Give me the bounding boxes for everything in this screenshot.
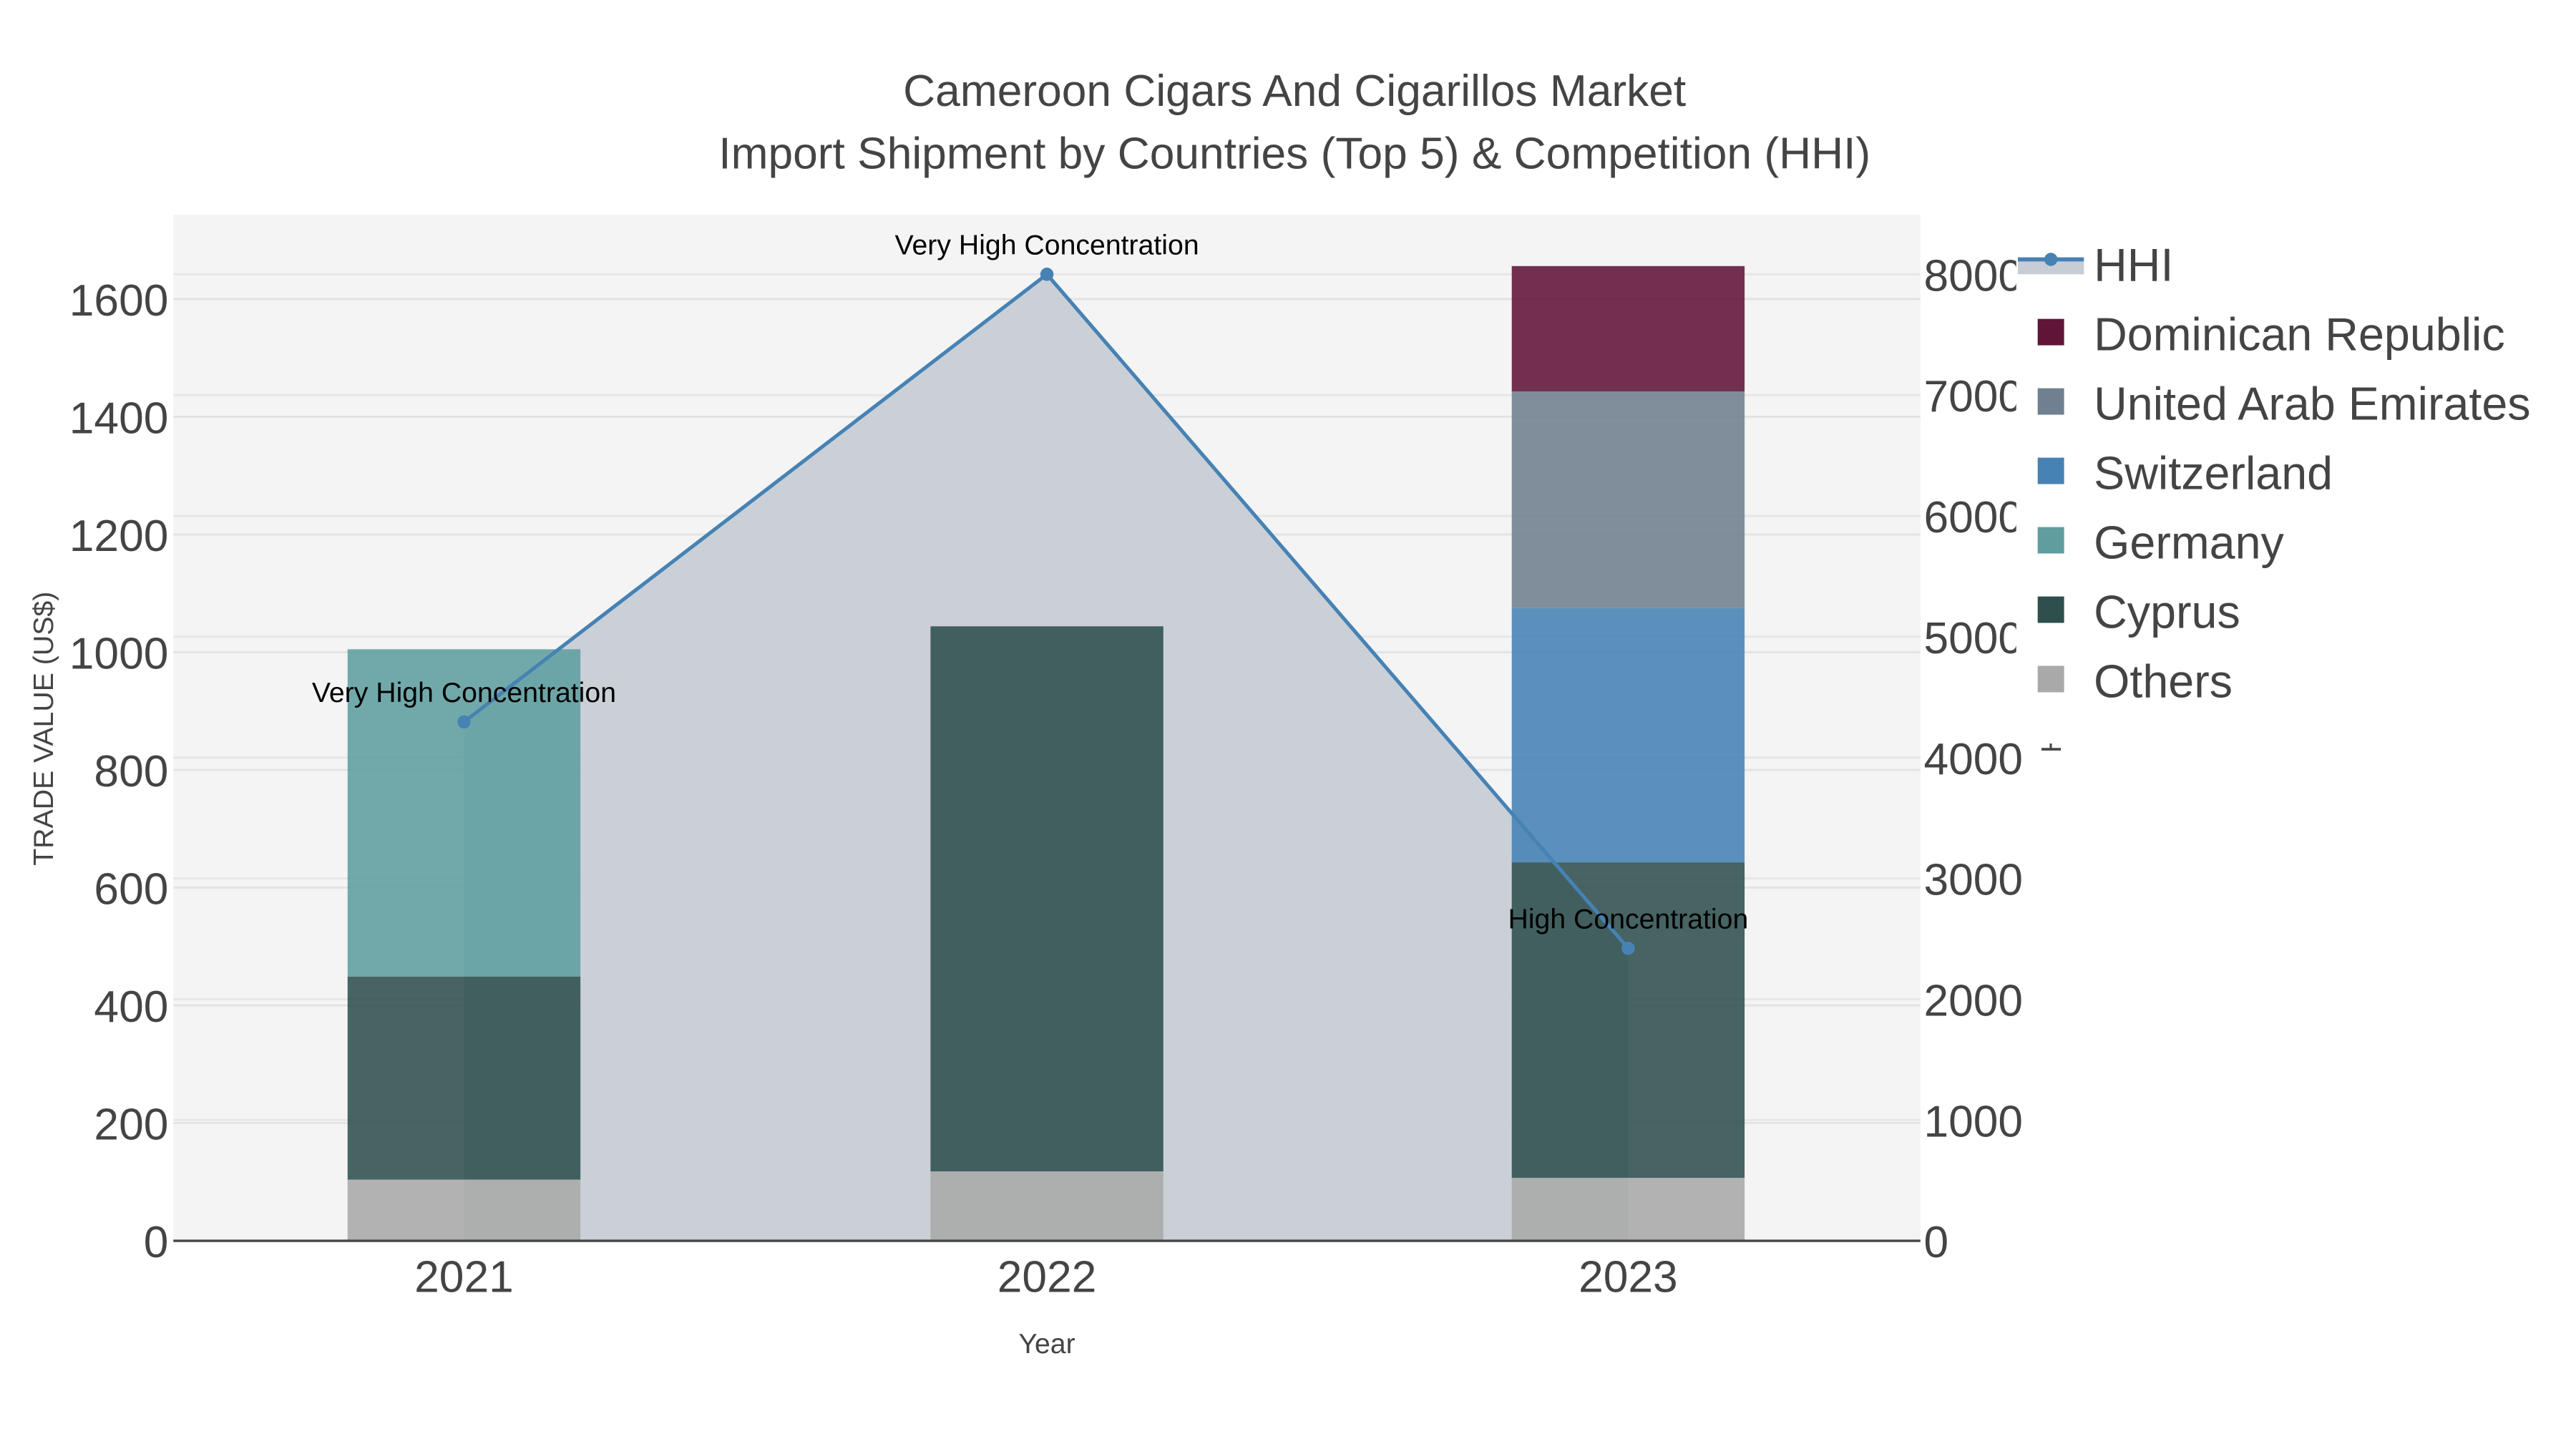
hhi-point[interactable] (1040, 268, 1054, 281)
bar-segment[interactable] (347, 1179, 581, 1241)
legend-swatch-icon (2037, 318, 2064, 346)
legend-label: Cyprus (2094, 585, 2240, 638)
legend-label: Germany (2094, 516, 2284, 568)
y2-tick-label: 6000 (1923, 493, 2023, 542)
y-tick-label: 600 (94, 865, 168, 914)
legend: HHI Dominican Republic United Arab Emirate… (2017, 239, 2531, 707)
hhi-annotation: High Concentration (1508, 904, 1748, 935)
legend-bg (2016, 215, 2576, 744)
legend-label: Switzerland (2094, 447, 2333, 499)
legend-swatch-icon (2037, 527, 2064, 554)
y-tick-label: 1200 (69, 512, 169, 561)
y-tick-label: 0 (144, 1218, 169, 1267)
x-tick-label: 2021 (414, 1253, 514, 1302)
hhi-annotation: Very High Concentration (894, 230, 1199, 261)
hhi-legend-marker-icon (2044, 253, 2058, 266)
bar-segment[interactable] (347, 649, 581, 977)
bars (347, 265, 1745, 1241)
legend-swatch-icon (2037, 457, 2064, 484)
chart-title: Cameroon Cigars And Cigarillos Market (903, 67, 1686, 116)
y2-tick-label: 8000 (1923, 251, 2023, 301)
bar-segment[interactable] (1511, 608, 1745, 863)
legend-label: Dominican Republic (2094, 308, 2505, 360)
y2-tick-label: 1000 (1923, 1097, 2023, 1146)
bar-segment[interactable] (930, 626, 1163, 1172)
bar-segment[interactable] (1511, 862, 1745, 1179)
y-tick-label: 800 (94, 747, 168, 796)
x-axis-title: Year (1018, 1328, 1075, 1360)
hhi-legend-fill (2018, 260, 2084, 275)
y2-tick-label: 3000 (1923, 856, 2023, 905)
legend-swatch-icon (2037, 665, 2064, 693)
hhi-points (457, 268, 1635, 955)
bar-segment[interactable] (930, 1171, 1163, 1241)
legend-swatch-icon (2037, 596, 2064, 623)
y-tick-label: 400 (94, 982, 168, 1032)
legend-label: HHI (2094, 239, 2173, 291)
y-tick-label: 1000 (69, 630, 169, 679)
y-axis-ticks: 0 200 400 600 800 1000 1200 1400 1600 (69, 276, 169, 1267)
bar-segment[interactable] (1511, 265, 1745, 392)
hhi-point[interactable] (457, 715, 471, 729)
legend-item[interactable]: Cyprus (2037, 585, 2240, 638)
bar-segment[interactable] (1511, 391, 1745, 608)
legend-item[interactable]: United Arab Emirates (2037, 377, 2531, 429)
x-tick-label: 2022 (997, 1253, 1097, 1302)
legend-item[interactable]: Others (2037, 655, 2233, 707)
legend-item[interactable]: HHI (2017, 239, 2173, 291)
chart-subtitle: Import Shipment by Countries (Top 5) & C… (718, 130, 1870, 179)
legend-label: United Arab Emirates (2094, 377, 2530, 429)
hhi-point[interactable] (1621, 942, 1635, 955)
legend-item[interactable]: Switzerland (2037, 447, 2333, 499)
hhi-annotations: Very High Concentration Very High Concent… (312, 230, 1748, 935)
y-tick-label: 200 (94, 1101, 168, 1150)
x-axis-ticks: 2021 2022 2023 (414, 1253, 1678, 1302)
y2-axis-ticks: 0 1000 2000 3000 4000 5000 6000 7000 8000 (1923, 251, 2023, 1267)
legend-label: Others (2094, 655, 2233, 707)
y2-tick-label: 0 (1923, 1218, 1948, 1267)
y2-tick-label: 5000 (1923, 614, 2023, 663)
legend-swatch-icon (2037, 388, 2064, 415)
y2-tick-label: 7000 (1923, 372, 2023, 421)
y-axis-title: TRADE VALUE (US$) (28, 592, 59, 866)
y2-tick-label: 4000 (1923, 735, 2023, 784)
y-tick-label: 1600 (69, 276, 169, 326)
legend-item[interactable]: Dominican Republic (2037, 308, 2505, 361)
hhi-annotation: Very High Concentration (312, 677, 616, 708)
y-tick-label: 1400 (69, 394, 169, 444)
x-tick-label: 2023 (1579, 1253, 1678, 1302)
legend-item[interactable]: Germany (2037, 516, 2285, 568)
bar-segment[interactable] (347, 976, 581, 1180)
bar-segment[interactable] (1511, 1178, 1745, 1241)
y2-tick-label: 2000 (1923, 976, 2023, 1025)
